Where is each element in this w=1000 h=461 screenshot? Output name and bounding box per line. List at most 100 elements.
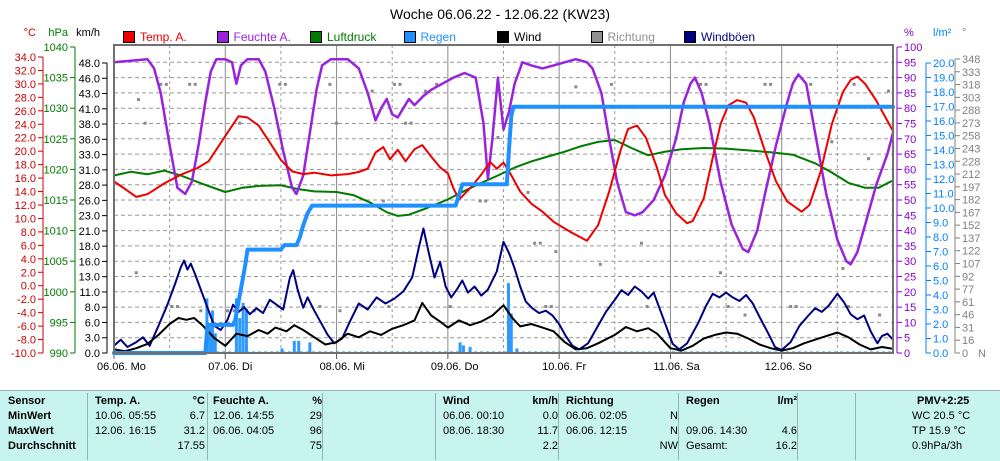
axis-tick-label: 303 bbox=[962, 92, 980, 104]
axis-tick-label: 1040 bbox=[44, 42, 68, 54]
stat-value: 29 bbox=[309, 410, 322, 422]
stat-date-value: Gesamt: bbox=[686, 440, 728, 452]
rain-bar bbox=[507, 283, 511, 353]
axis-tick-label: 3.0 bbox=[85, 333, 100, 345]
wind-series-line bbox=[113, 301, 894, 353]
direction-dot bbox=[533, 241, 537, 245]
stat-row-label: Durchschnitt bbox=[8, 440, 76, 452]
axis-tick-label: 45 bbox=[904, 210, 916, 222]
axis-tick-label: 26.0 bbox=[15, 106, 36, 118]
axis-tick-label: 17.0 bbox=[933, 102, 954, 114]
axis-tick-label: 18.0 bbox=[15, 160, 36, 172]
axis-tick-label: 33.0 bbox=[79, 150, 100, 162]
stat-col-unit: °C bbox=[192, 395, 205, 407]
direction-dot bbox=[193, 82, 197, 86]
column-separator bbox=[322, 393, 323, 460]
direction-dot bbox=[846, 305, 850, 309]
axis-tick-label: 1030 bbox=[44, 103, 68, 115]
direction-dot bbox=[763, 82, 767, 86]
direction-dot bbox=[159, 82, 163, 86]
legend-label: Windböen bbox=[701, 30, 756, 44]
axis-tick-label: 288 bbox=[962, 105, 980, 117]
axis-tick-label: 10.0 bbox=[15, 213, 36, 225]
direction-dot bbox=[424, 89, 428, 93]
stat-value: 6.7 bbox=[189, 410, 205, 422]
stat-date-value: 06.06. 02:05 bbox=[566, 410, 628, 422]
direction-dot bbox=[726, 305, 730, 309]
axis-tick-label: 8.0 bbox=[21, 227, 36, 239]
axis-tick-label: 92 bbox=[962, 271, 974, 283]
axis-tick-label: 30 bbox=[904, 256, 916, 268]
direction-dot bbox=[704, 82, 708, 86]
legend-swatch-luftdruck bbox=[310, 31, 322, 43]
rain-bar bbox=[280, 348, 284, 353]
windb-en-series-line bbox=[113, 227, 894, 351]
axis-tick-label: 197 bbox=[962, 182, 980, 194]
direction-dot bbox=[328, 82, 332, 86]
direction-dot bbox=[335, 121, 339, 125]
rain-bar bbox=[208, 324, 212, 353]
stat-col-header: Regen bbox=[686, 395, 720, 407]
chart-legend: Temp. A. Feuchte A. Luftdruck Regen Wind Rich… bbox=[0, 30, 1000, 46]
legend-item-regen: Regen bbox=[403, 30, 456, 44]
rain-bar bbox=[210, 310, 214, 353]
stat-col-unit: % bbox=[312, 395, 322, 407]
direction-dot bbox=[830, 140, 834, 144]
legend-swatch-richtung bbox=[590, 31, 603, 43]
direction-dot bbox=[549, 305, 553, 309]
direction-dot bbox=[338, 309, 342, 313]
axis-tick-label: 4.0 bbox=[21, 254, 36, 266]
axis-tick-label: 7.0 bbox=[933, 247, 948, 259]
rain-bar bbox=[458, 342, 462, 353]
axis-tick-label: 35 bbox=[904, 241, 916, 253]
legend-swatch-regen bbox=[403, 31, 416, 43]
axis-tick-label: 6.0 bbox=[933, 261, 948, 273]
legend-item-temp-a: Temp. A. bbox=[123, 30, 187, 44]
direction-dot bbox=[387, 305, 391, 309]
direction-dot bbox=[175, 305, 179, 309]
axis-tick-label: 137 bbox=[962, 233, 980, 245]
x-axis-day-label: 11.06. Sa bbox=[653, 361, 700, 373]
axis-unit-label: °C bbox=[24, 27, 36, 39]
axis-unit-label: % bbox=[904, 27, 914, 39]
axis-tick-label: 22.0 bbox=[15, 133, 36, 145]
axis-tick-label: 182 bbox=[962, 195, 980, 207]
axis-tick-label: 8.0 bbox=[85, 302, 100, 314]
axis-tick-label: 273 bbox=[962, 118, 980, 130]
axis-tick-label: 80 bbox=[904, 103, 916, 115]
legend-item-richtung: Richtung bbox=[590, 30, 655, 44]
legend-swatch-temp-a bbox=[123, 31, 135, 43]
rain-bar bbox=[308, 342, 312, 353]
summary-line: 0.9hPa/3h bbox=[912, 440, 963, 452]
direction-dot bbox=[318, 305, 322, 309]
stat-col-unit: km/h bbox=[532, 395, 558, 407]
axis-tick-label: 12.0 bbox=[15, 200, 36, 212]
direction-dot bbox=[794, 305, 798, 309]
rain-bar bbox=[213, 333, 217, 353]
axis-tick-label: 30.0 bbox=[15, 79, 36, 91]
legend-label: Feuchte A. bbox=[233, 30, 291, 44]
stat-row-label: MaxWert bbox=[8, 425, 54, 437]
rain-bar bbox=[244, 308, 248, 353]
axis-tick-label: 26.0 bbox=[79, 195, 100, 207]
axis-tick-label: 5 bbox=[904, 333, 910, 345]
axis-tick-label: 1005 bbox=[44, 256, 68, 268]
rain-bar bbox=[509, 313, 513, 353]
stat-date-value: 09.06. 14:30 bbox=[686, 425, 748, 437]
stat-date-value: 10.06. 05:55 bbox=[95, 410, 157, 422]
stat-value: 2.2 bbox=[542, 440, 558, 452]
stat-date-value: 06.06. 12:15 bbox=[566, 425, 628, 437]
legend-label: Richtung bbox=[607, 30, 655, 44]
axis-tick-label: 0.0 bbox=[85, 348, 100, 360]
axis-tick-label: 15.0 bbox=[933, 131, 954, 143]
axis-tick-label: 2.0 bbox=[933, 319, 948, 331]
stat-date-value: 12.06. 16:15 bbox=[95, 425, 157, 437]
direction-dot bbox=[392, 82, 396, 86]
rain-bar bbox=[241, 302, 245, 353]
axis-tick-label: 34.0 bbox=[15, 52, 36, 64]
direction-dot bbox=[867, 157, 871, 161]
direction-dot bbox=[478, 199, 482, 203]
stat-col-header: Temp. A. bbox=[95, 395, 141, 407]
axis-tick-label: 13.0 bbox=[79, 272, 100, 284]
